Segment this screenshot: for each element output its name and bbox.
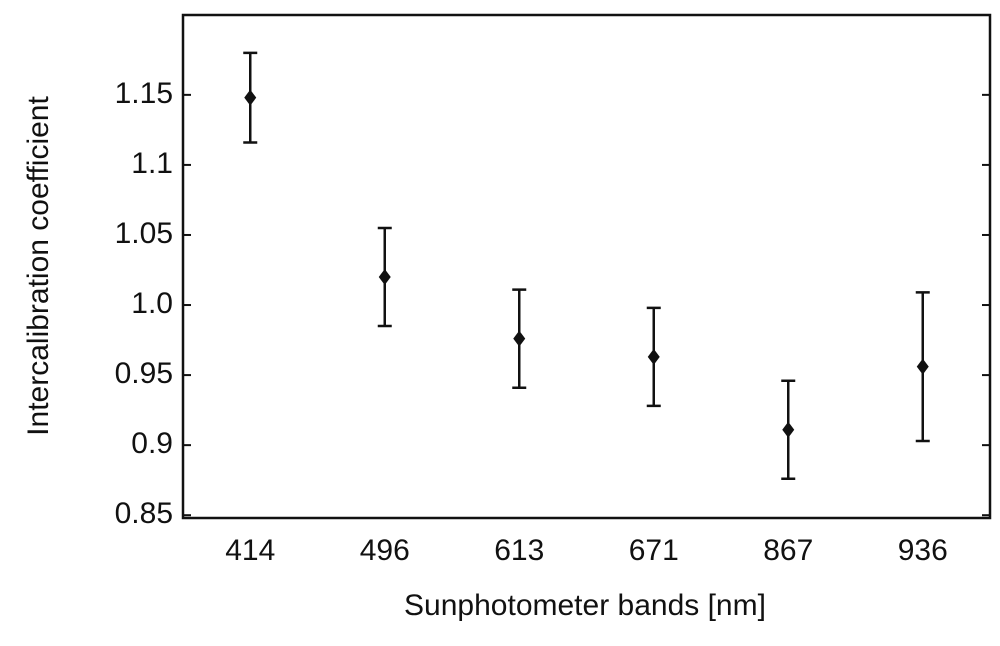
y-tick-label: 1.05 xyxy=(115,217,173,250)
y-tick-label: 0.9 xyxy=(131,427,173,460)
marker xyxy=(244,89,257,106)
x-tick-label: 671 xyxy=(629,534,679,567)
x-tick-label: 936 xyxy=(898,534,948,567)
x-tick-label: 414 xyxy=(225,534,275,567)
x-tick-label: 867 xyxy=(763,534,813,567)
x-tick-label: 496 xyxy=(360,534,410,567)
y-tick-label: 1.0 xyxy=(131,287,173,320)
marker xyxy=(916,358,929,375)
plot-frame xyxy=(181,13,992,520)
x-axis-label: Sunphotometer bands [nm] xyxy=(404,589,766,622)
y-tick-label: 0.85 xyxy=(115,497,173,530)
marker xyxy=(378,269,391,286)
y-tick-label: 1.1 xyxy=(131,147,173,180)
y-tick-label: 1.15 xyxy=(115,77,173,110)
marker xyxy=(782,421,795,438)
y-axis-label: Intercalibration coefficient xyxy=(22,96,55,436)
marker xyxy=(513,330,526,347)
y-tick-label: 0.95 xyxy=(115,357,173,390)
x-tick-label: 613 xyxy=(494,534,544,567)
marker xyxy=(647,348,660,365)
